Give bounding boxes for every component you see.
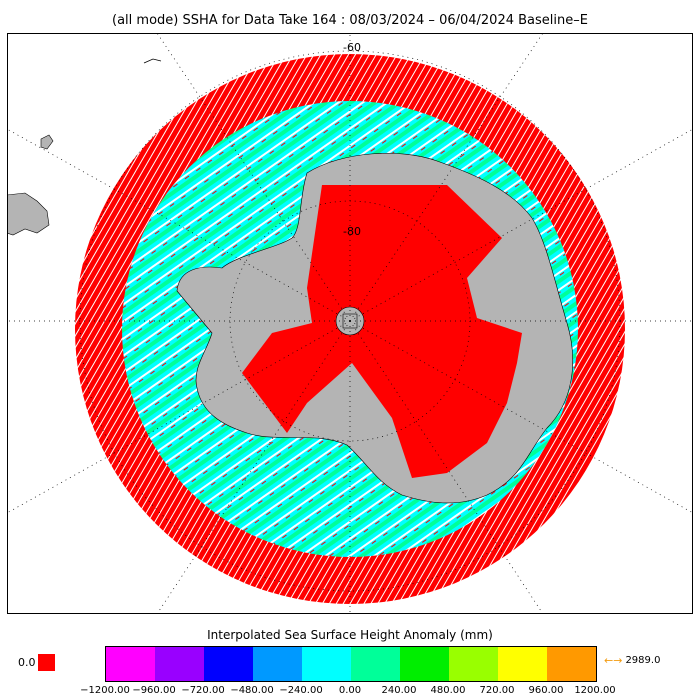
colorbar-tick-label: 0.00 [338, 685, 362, 696]
colorbar-tick-label: −240.00 [279, 685, 323, 696]
colorbar-tick-label: 720.00 [479, 685, 515, 696]
colorbar-tick-label: 1200.00 [574, 685, 616, 696]
graticule [7, 33, 693, 614]
colorbar-tick-label: 480.00 [430, 685, 466, 696]
colorbar-swatch [400, 647, 449, 681]
over-range-label: 2989.0 [625, 655, 661, 666]
lat-label-60: -60 [343, 41, 361, 54]
map-border [7, 33, 693, 614]
lat-label-80: -80 [343, 225, 361, 238]
colorbar-ticks: −1200.00 −960.00 −720.00 −480.00 −240.00 0.00… [0, 685, 700, 699]
under-range-indicator: 0.0 [18, 654, 55, 671]
colorbar-tick-label: 240.00 [381, 685, 417, 696]
south-georgia-island [143, 58, 162, 64]
colorbar-swatch [253, 647, 302, 681]
polar-map: -60 -80 [7, 33, 693, 614]
over-range-indicator: ←→ 2989.0 [604, 654, 660, 667]
colorbar-title: Interpolated Sea Surface Height Anomaly … [207, 628, 493, 642]
colorbar-swatch [351, 647, 400, 681]
colorbar-swatch [302, 647, 351, 681]
colorbar-swatch [106, 647, 155, 681]
colorbar-swatch [449, 647, 498, 681]
colorbar-tick-label: −480.00 [230, 685, 274, 696]
over-range-arrow-icon: ←→ [604, 654, 623, 667]
south-america-tip [7, 192, 50, 236]
colorbar [105, 646, 597, 682]
colorbar-swatch [155, 647, 204, 681]
colorbar-swatch [547, 647, 596, 681]
falkland-island [40, 134, 54, 150]
colorbar-tick-label: 960.00 [528, 685, 564, 696]
interior-red-area [242, 185, 522, 478]
colorbar-tick-label: −960.00 [132, 685, 176, 696]
colorbar-tick-label: −1200.00 [80, 685, 130, 696]
chart-title: (all mode) SSHA for Data Take 164 : 08/0… [112, 13, 588, 28]
colorbar-swatch [204, 647, 253, 681]
colorbar-swatch [498, 647, 547, 681]
under-range-label: 0.0 [18, 656, 36, 669]
map-panel: -60 -80 [7, 33, 693, 614]
colorbar-tick-label: −720.00 [181, 685, 225, 696]
under-range-swatch [37, 654, 55, 671]
pole-marker [342, 313, 358, 329]
